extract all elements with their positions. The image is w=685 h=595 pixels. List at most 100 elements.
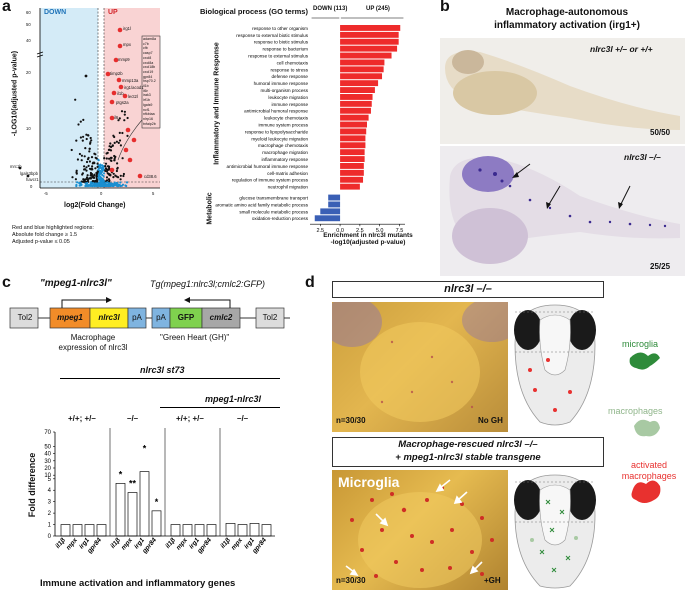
volcano-point [99, 178, 102, 181]
volcano-point [109, 159, 112, 162]
gene-label: ptgs2a [116, 100, 129, 105]
box-label-gfp: GFP [177, 313, 195, 322]
fold-bar [194, 524, 205, 537]
fold-x-title: Immune activation and inflammatory genes [40, 578, 236, 589]
boxed-gene: c7b [143, 41, 149, 46]
go-bar [340, 73, 383, 80]
volcano-point [80, 154, 83, 157]
volcano-point [79, 136, 82, 139]
volcano-point [104, 162, 108, 165]
volcano-note: Red and blue highlighted regions: Absolu… [12, 225, 94, 246]
volcano-point [97, 174, 100, 177]
volcano-highlight-point [123, 147, 129, 153]
volcano-point [106, 181, 109, 184]
down-count: DOWN (113) [313, 6, 348, 12]
volcano-point [113, 135, 116, 139]
volcano-point [89, 136, 92, 140]
volcano-point [101, 182, 104, 185]
fold-gene-label: mpx [65, 536, 79, 551]
volcano-point [95, 175, 98, 178]
legend-activated: activated macrophages [614, 460, 684, 482]
go-category-label: defense response [271, 74, 308, 79]
volcano-point [79, 181, 82, 184]
volcano-point [85, 137, 88, 141]
y-tick: 40 [26, 38, 31, 43]
volcano-point [107, 172, 110, 176]
brain-image-rescued [332, 470, 508, 590]
legend-macrophages: macrophages [608, 406, 663, 416]
volcano-point [108, 167, 111, 170]
head-schematic-mutant [514, 304, 596, 426]
panel-b-title-line1: Macrophage-autonomous [505, 7, 629, 18]
go-category-label: inflammatory response [262, 157, 309, 162]
boxed-gene: cxcl8a [143, 60, 154, 65]
volcano-point [94, 167, 97, 170]
box-label-nlrc3l: nlrc3l [98, 313, 120, 322]
x-tick: 5 [152, 191, 155, 196]
boxed-gene: nlrp16 [143, 116, 153, 121]
go-category-label: response to biotic stimulus [254, 40, 309, 45]
volcano-highlight-point [122, 93, 128, 99]
note-line: Adjusted p-value ≤ 0.05 [12, 239, 70, 245]
go-category-label: immune system process [258, 123, 308, 128]
boxed-gene: cfb [143, 46, 148, 51]
boxed-gene: gpr84 [143, 74, 153, 79]
volcano-point [95, 171, 98, 175]
volcano-point [96, 162, 99, 165]
boxed-gene: il1b [143, 84, 149, 89]
go-category-label: macrophage migration [262, 150, 308, 155]
volcano-point [82, 135, 85, 138]
go-bar [340, 25, 401, 31]
volcano-point [102, 172, 106, 175]
gene-label: timp2b [110, 71, 123, 76]
go-bar [340, 135, 366, 142]
volcano-point [117, 141, 120, 144]
img2-n: n=30/30 [336, 576, 366, 585]
go-category-label: leukocyte chemotaxis [264, 116, 309, 121]
go-bar [328, 201, 341, 208]
volcano-point [89, 141, 92, 144]
y-tick: 0 [30, 184, 33, 189]
y-tick: 60 [26, 10, 31, 15]
volcano-point [119, 144, 122, 147]
boxed-gene: lgals9 [143, 102, 153, 107]
go-category-label: oxidation-reduction process [252, 216, 309, 221]
volcano-point [126, 116, 129, 120]
down-label: DOWN [44, 9, 67, 16]
legend-icons [629, 352, 661, 503]
volcano-point [18, 166, 22, 170]
box-label-mpeg1: mpeg1 [57, 313, 83, 322]
volcano-point [108, 157, 111, 160]
gene-label: lect2l [128, 94, 138, 99]
fold-bar [182, 524, 193, 537]
volcano-point [115, 182, 118, 185]
fold-bar [225, 523, 236, 537]
volcano-point [102, 184, 105, 188]
fold-y-tick: 0 [48, 534, 52, 540]
box2-title-line1: Macrophage-rescued nlrc3l –/– [398, 439, 538, 450]
go-bar [340, 156, 365, 162]
fold-y-tick: 2 [48, 511, 52, 517]
volcano-point [105, 157, 108, 160]
volcano-point [115, 140, 118, 143]
volcano-point [106, 184, 109, 187]
gene-label: lgals3bpb [20, 171, 38, 176]
significance-mark: * [155, 497, 159, 507]
volcano-point [71, 176, 74, 179]
volcano-point [95, 183, 98, 186]
volcano-point [119, 181, 122, 184]
volcano-point [125, 184, 128, 188]
gene-label: cd38.6 [144, 174, 157, 179]
up-label: UP [108, 9, 118, 16]
boxed-gene: cxcl19 [143, 69, 154, 74]
microglia-icon [629, 352, 660, 370]
embryo-image-top [440, 38, 685, 144]
volcano-point [105, 179, 109, 182]
go-bar [340, 176, 364, 183]
x-tick: 0 [100, 191, 103, 196]
img1-n: n=30/30 [336, 416, 366, 425]
go-bar [340, 80, 379, 87]
volcano-highlight-point [109, 115, 115, 121]
volcano-point [97, 168, 100, 171]
volcano-points [18, 27, 143, 188]
